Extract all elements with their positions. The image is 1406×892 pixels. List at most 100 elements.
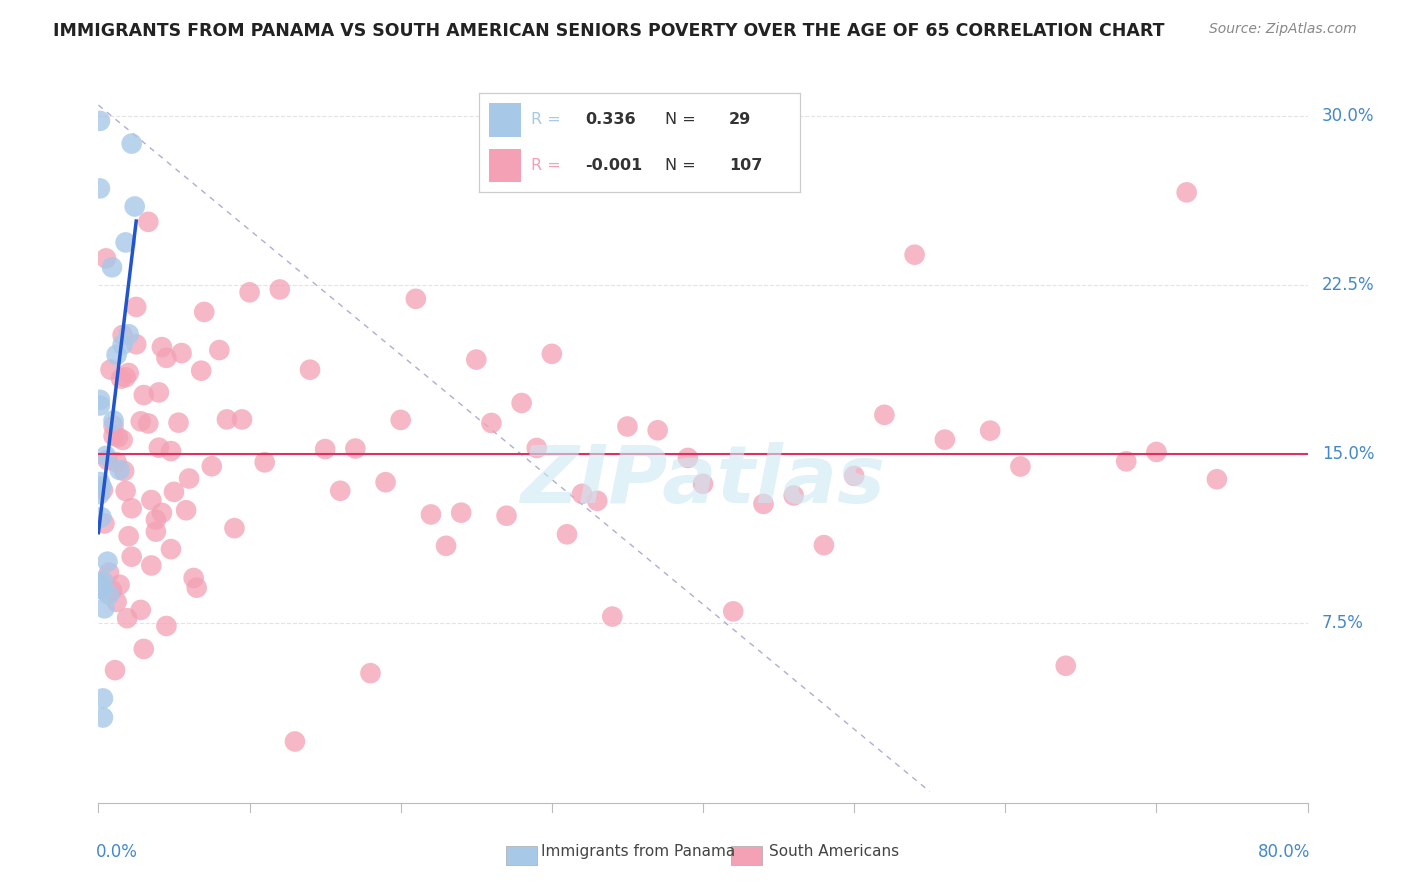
Point	[231, 412, 253, 426]
Point	[121, 501, 143, 516]
Point	[239, 285, 262, 300]
Point	[170, 346, 193, 360]
Point	[374, 475, 396, 490]
Point	[96, 555, 118, 569]
Point	[526, 441, 548, 455]
Point	[141, 558, 163, 573]
Point	[155, 619, 177, 633]
Point	[93, 516, 115, 531]
Point	[121, 549, 143, 564]
Point	[129, 603, 152, 617]
Point	[93, 601, 115, 615]
Point	[465, 352, 488, 367]
Point	[91, 574, 114, 588]
Text: 22.5%: 22.5%	[1322, 277, 1375, 294]
Point	[89, 576, 111, 591]
Point	[108, 463, 131, 477]
Point	[150, 340, 173, 354]
Point	[160, 444, 183, 458]
Point	[616, 419, 638, 434]
Point	[141, 493, 163, 508]
Point	[571, 487, 593, 501]
Point	[215, 412, 238, 426]
Point	[114, 483, 136, 498]
Point	[104, 663, 127, 677]
Point	[450, 506, 472, 520]
Point	[136, 215, 159, 229]
Point	[89, 392, 111, 407]
Point	[344, 442, 367, 456]
Text: South Americans: South Americans	[769, 845, 900, 859]
Point	[224, 521, 246, 535]
Point	[129, 414, 152, 428]
Point	[89, 181, 111, 195]
Point	[91, 691, 114, 706]
Point	[934, 433, 956, 447]
Point	[91, 710, 114, 724]
Point	[1144, 445, 1167, 459]
Point	[125, 300, 148, 314]
Point	[132, 641, 155, 656]
Point	[752, 497, 775, 511]
Point	[125, 337, 148, 351]
Point	[118, 366, 141, 380]
Point	[111, 338, 134, 352]
Point	[90, 480, 112, 494]
Point	[904, 248, 927, 262]
Point	[132, 388, 155, 402]
Text: 7.5%: 7.5%	[1322, 614, 1364, 632]
Point	[90, 582, 112, 597]
Point	[692, 476, 714, 491]
Point	[103, 413, 125, 427]
Point	[148, 385, 170, 400]
Text: 30.0%: 30.0%	[1322, 107, 1375, 126]
Text: ZIPatlas: ZIPatlas	[520, 442, 886, 520]
Point	[1010, 459, 1032, 474]
Point	[96, 453, 118, 467]
Point	[555, 527, 578, 541]
Point	[94, 252, 117, 266]
Point	[284, 734, 307, 748]
Point	[434, 539, 457, 553]
Point	[103, 418, 125, 433]
Point	[114, 370, 136, 384]
Point	[269, 282, 291, 296]
Point	[360, 666, 382, 681]
Point	[112, 464, 135, 478]
Point	[107, 430, 129, 444]
Point	[105, 595, 128, 609]
Point	[136, 417, 159, 431]
Point	[111, 433, 134, 447]
Point	[118, 529, 141, 543]
Point	[90, 510, 112, 524]
Point	[124, 199, 146, 213]
Point	[155, 351, 177, 365]
Point	[813, 538, 835, 552]
Point	[602, 609, 624, 624]
Point	[89, 114, 111, 128]
Point	[163, 484, 186, 499]
Point	[110, 372, 132, 386]
Point	[174, 503, 197, 517]
Point	[190, 364, 212, 378]
Point	[108, 578, 131, 592]
Point	[510, 396, 533, 410]
Point	[167, 416, 190, 430]
Point	[98, 588, 121, 602]
Point	[844, 469, 866, 483]
Point	[101, 583, 124, 598]
Point	[98, 566, 121, 580]
Point	[121, 136, 143, 151]
Text: IMMIGRANTS FROM PANAMA VS SOUTH AMERICAN SENIORS POVERTY OVER THE AGE OF 65 CORR: IMMIGRANTS FROM PANAMA VS SOUTH AMERICAN…	[53, 22, 1166, 40]
Point	[90, 582, 112, 596]
Point	[89, 399, 111, 413]
Point	[201, 459, 224, 474]
Point	[101, 260, 124, 275]
Point	[90, 582, 112, 596]
Point	[160, 542, 183, 557]
Point	[540, 347, 562, 361]
Text: 80.0%: 80.0%	[1257, 843, 1310, 861]
Point	[105, 348, 128, 362]
Text: Immigrants from Panama: Immigrants from Panama	[541, 845, 735, 859]
Point	[186, 581, 208, 595]
